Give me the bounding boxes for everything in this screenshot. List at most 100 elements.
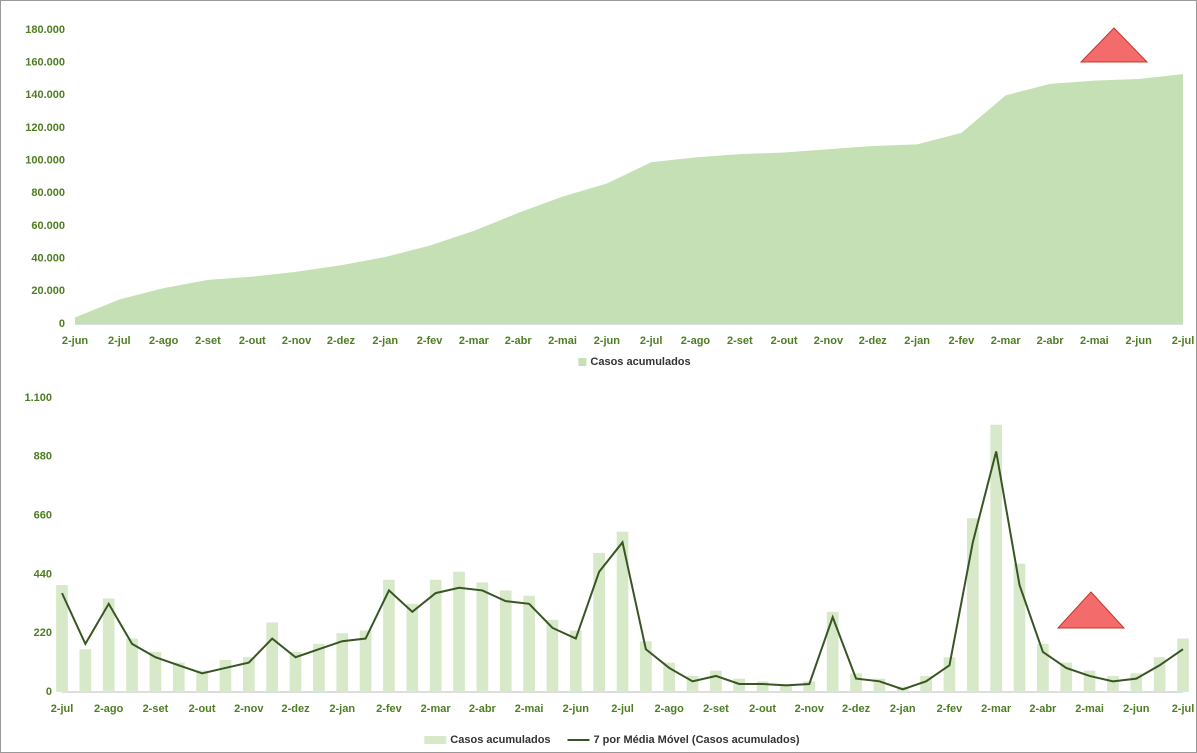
bar [1060, 662, 1073, 692]
y-tick-label: 160.000 [25, 57, 65, 69]
x-tick-label: 2-set [727, 335, 753, 347]
x-tick-label: 2-ago [149, 335, 179, 347]
x-tick-label: 2-out [239, 335, 266, 347]
bar [780, 683, 792, 692]
bar [219, 659, 232, 692]
bar [266, 622, 279, 692]
bar [826, 611, 839, 692]
x-tick-label: 2-ago [94, 703, 124, 715]
y-tick-label: 140.000 [25, 89, 65, 101]
x-tick-label: 2-nov [814, 335, 844, 347]
x-tick-label: 2-fev [417, 335, 444, 347]
y-tick-label: 880 [34, 451, 52, 463]
x-tick-label: 2-jul [51, 703, 74, 715]
x-tick-label: 2-abr [505, 335, 533, 347]
x-tick-label: 2-fev [937, 703, 964, 715]
bar [126, 638, 138, 692]
bar [453, 571, 465, 692]
y-tick-label: 1.100 [24, 392, 52, 404]
x-tick-label: 2-nov [795, 703, 825, 715]
x-tick-label: 2-nov [234, 703, 264, 715]
bar [149, 651, 162, 692]
x-tick-label: 2-set [703, 703, 729, 715]
bar [569, 630, 582, 692]
bar [593, 553, 605, 692]
x-tick-label: 2-out [771, 335, 798, 347]
x-tick-label: 2-mar [981, 703, 1012, 715]
x-tick-label: 2-jun [563, 703, 590, 715]
legend-label: Casos acumulados [590, 356, 690, 368]
legend-swatch [578, 358, 587, 366]
bar [1083, 670, 1096, 692]
x-tick-label: 2-jun [1123, 703, 1150, 715]
bar [1013, 563, 1026, 692]
bar [196, 670, 208, 692]
bar [686, 675, 699, 692]
y-tick-label: 20.000 [31, 285, 65, 297]
bar [710, 670, 722, 692]
x-tick-label: 2-jul [108, 335, 131, 347]
x-tick-label: 2-mai [1080, 335, 1109, 347]
bar [313, 643, 325, 692]
x-tick-label: 2-jan [329, 703, 355, 715]
x-tick-label: 2-jan [372, 335, 398, 347]
legend-label: Casos acumulados [450, 734, 550, 746]
x-tick-label: 2-jun [1126, 335, 1153, 347]
bar [289, 651, 302, 692]
area [75, 74, 1183, 324]
bar [102, 598, 115, 692]
bar [242, 657, 255, 692]
y-tick-label: 440 [34, 568, 52, 580]
bar [383, 579, 395, 692]
bar [546, 619, 559, 692]
x-tick-label: 2-jul [1172, 335, 1195, 347]
x-tick-label: 2-fev [949, 335, 976, 347]
x-tick-label: 2-mar [459, 335, 490, 347]
bar [1037, 643, 1049, 692]
bar [523, 595, 535, 692]
bar [943, 657, 956, 692]
bar [429, 579, 442, 692]
x-tick-label: 2-abr [469, 703, 497, 715]
bar [850, 673, 862, 692]
y-tick-label: 40.000 [31, 253, 65, 265]
bar [1177, 638, 1189, 692]
y-tick-label: 660 [34, 510, 52, 522]
bar [1107, 675, 1119, 692]
y-tick-label: 100.000 [25, 155, 65, 167]
up-triangle [1056, 591, 1126, 629]
x-tick-label: 2-jan [890, 703, 916, 715]
x-tick-label: 2-jan [904, 335, 930, 347]
x-tick-label: 2-out [189, 703, 216, 715]
x-tick-label: 2-abr [1029, 703, 1057, 715]
bar [756, 681, 769, 692]
x-tick-label: 2-mai [515, 703, 544, 715]
y-tick-label: 0 [59, 318, 65, 330]
x-tick-label: 2-mai [1075, 703, 1104, 715]
y-tick-label: 220 [34, 627, 52, 639]
bar [1130, 673, 1143, 692]
bar [616, 531, 629, 692]
bar [966, 518, 979, 692]
x-tick-label: 2-jun [594, 335, 621, 347]
bar [499, 590, 512, 692]
bar [803, 681, 816, 692]
x-tick-label: 2-mai [548, 335, 577, 347]
y-tick-label: 60.000 [31, 220, 65, 232]
y-tick-label: 80.000 [31, 187, 65, 199]
bar [406, 603, 419, 692]
y-tick-label: 120.000 [25, 122, 65, 134]
x-tick-label: 2-dez [327, 335, 356, 347]
x-tick-label: 2-ago [655, 703, 685, 715]
bar [733, 678, 746, 692]
bar [1153, 657, 1166, 692]
legend-swatch [424, 736, 447, 744]
bar [990, 424, 1003, 692]
bar [476, 582, 489, 692]
x-tick-label: 2-out [749, 703, 776, 715]
x-tick-label: 2-jul [640, 335, 663, 347]
up-triangle [1079, 27, 1149, 63]
line [61, 451, 1184, 691]
bar [172, 662, 185, 692]
bar [79, 649, 92, 692]
